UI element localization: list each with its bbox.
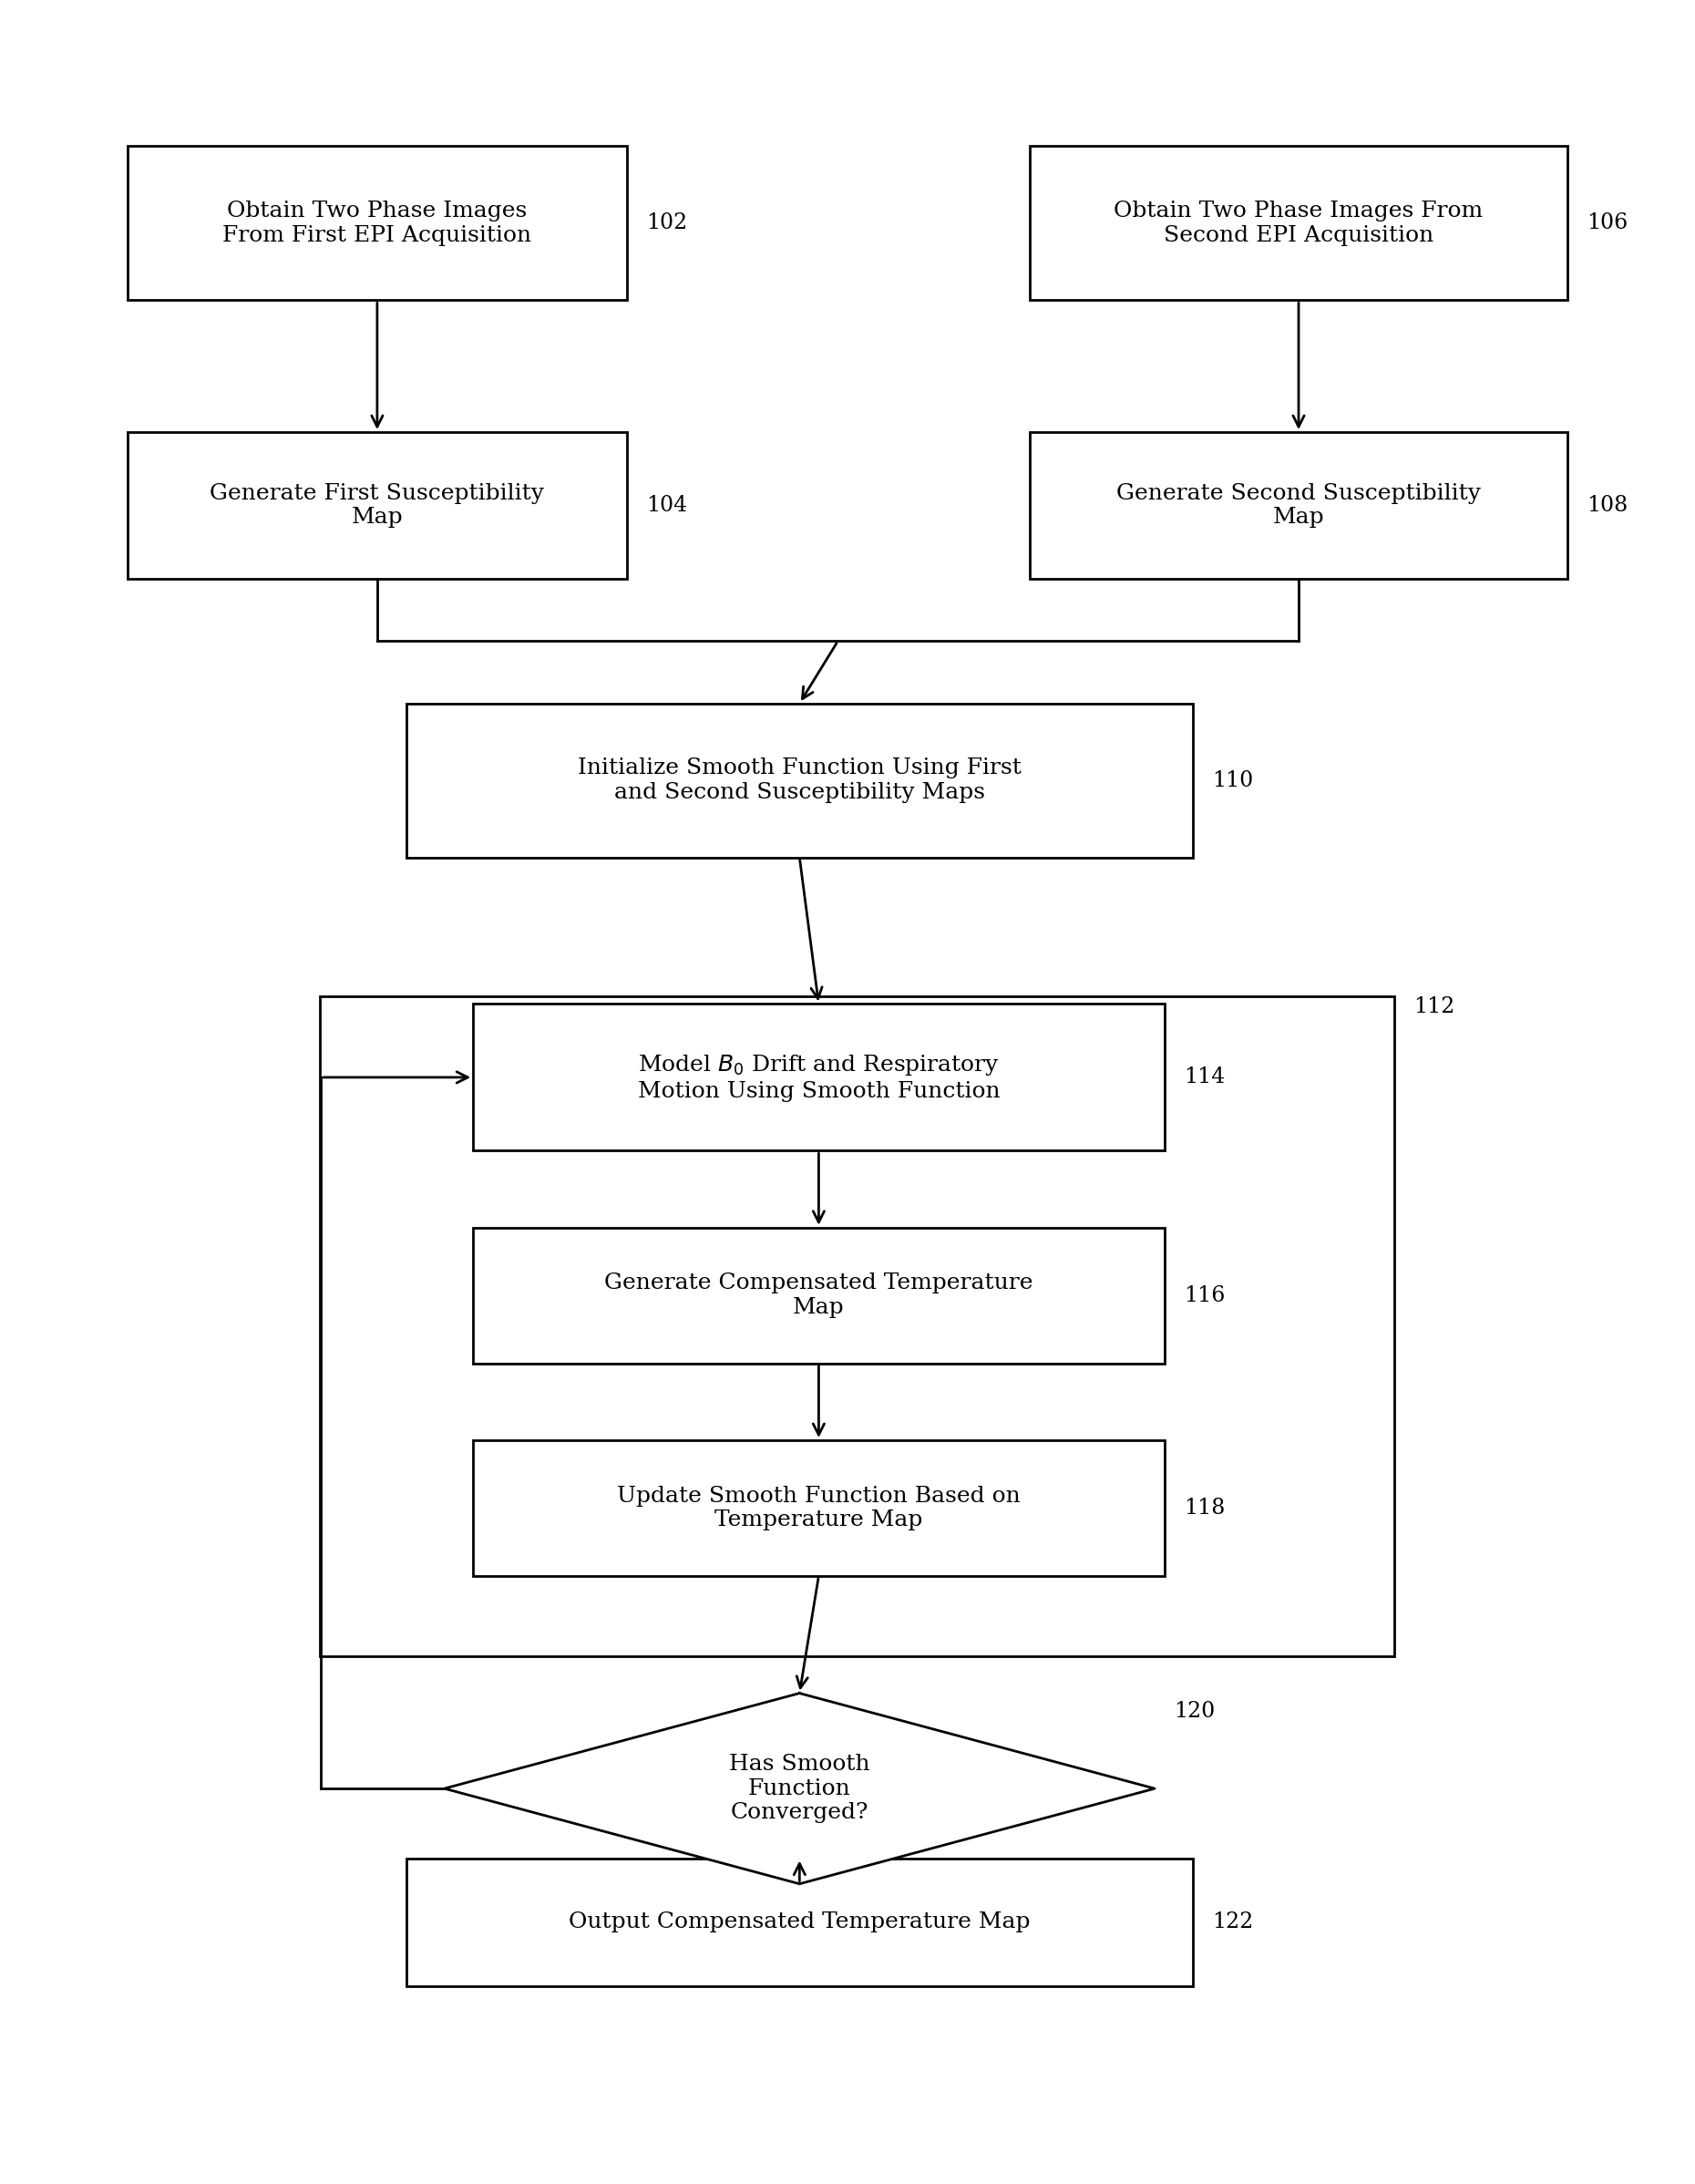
Bar bbox=[1031, 146, 1568, 299]
Bar bbox=[127, 432, 627, 579]
Bar bbox=[407, 1859, 1193, 1987]
Text: 122: 122 bbox=[1212, 1911, 1254, 1933]
Text: Output Compensated Temperature Map: Output Compensated Temperature Map bbox=[570, 1911, 1031, 1933]
Text: Update Smooth Function Based on
Temperature Map: Update Smooth Function Based on Temperat… bbox=[617, 1485, 1020, 1531]
Text: 114: 114 bbox=[1183, 1066, 1225, 1088]
Text: Initialize Smooth Function Using First
and Second Susceptibility Maps: Initialize Smooth Function Using First a… bbox=[578, 758, 1022, 804]
Text: 102: 102 bbox=[646, 212, 686, 234]
Bar bbox=[473, 1005, 1164, 1151]
Text: 118: 118 bbox=[1183, 1498, 1225, 1518]
Text: 112: 112 bbox=[1414, 996, 1454, 1018]
Text: 120: 120 bbox=[1175, 1701, 1215, 1721]
Bar bbox=[127, 146, 627, 299]
Text: 108: 108 bbox=[1587, 496, 1627, 515]
Bar bbox=[473, 1227, 1164, 1363]
Text: 106: 106 bbox=[1587, 212, 1627, 234]
Bar bbox=[473, 1439, 1164, 1577]
Text: Generate Second Susceptibility
Map: Generate Second Susceptibility Map bbox=[1117, 483, 1481, 529]
Polygon shape bbox=[444, 1693, 1154, 1885]
Bar bbox=[407, 703, 1193, 858]
Text: Generate First Susceptibility
Map: Generate First Susceptibility Map bbox=[210, 483, 544, 529]
Text: 110: 110 bbox=[1212, 771, 1254, 791]
Text: Obtain Two Phase Images From
Second EPI Acquisition: Obtain Two Phase Images From Second EPI … bbox=[1114, 201, 1483, 247]
Text: Model $B_0$ Drift and Respiratory
Motion Using Smooth Function: Model $B_0$ Drift and Respiratory Motion… bbox=[637, 1053, 1000, 1101]
Text: Obtain Two Phase Images
From First EPI Acquisition: Obtain Two Phase Images From First EPI A… bbox=[222, 201, 532, 247]
Text: 104: 104 bbox=[646, 496, 686, 515]
Text: Generate Compensated Temperature
Map: Generate Compensated Temperature Map bbox=[605, 1273, 1032, 1319]
Text: Has Smooth
Function
Converged?: Has Smooth Function Converged? bbox=[729, 1754, 870, 1824]
Bar bbox=[1031, 432, 1568, 579]
Text: 116: 116 bbox=[1183, 1284, 1225, 1306]
Bar bbox=[320, 996, 1395, 1655]
